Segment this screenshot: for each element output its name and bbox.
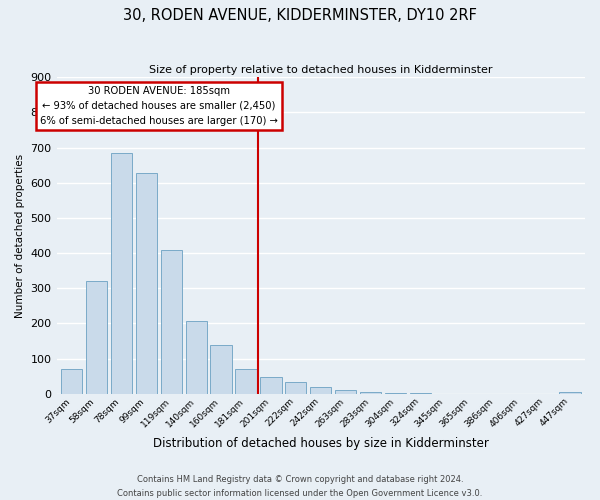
- Text: Contains HM Land Registry data © Crown copyright and database right 2024.
Contai: Contains HM Land Registry data © Crown c…: [118, 476, 482, 498]
- Bar: [235, 369, 257, 394]
- Bar: [136, 173, 157, 394]
- Text: 30, RODEN AVENUE, KIDDERMINSTER, DY10 2RF: 30, RODEN AVENUE, KIDDERMINSTER, DY10 2R…: [123, 8, 477, 22]
- Bar: [335, 390, 356, 394]
- Bar: [161, 250, 182, 394]
- Bar: [111, 153, 132, 394]
- Bar: [559, 392, 581, 394]
- Y-axis label: Number of detached properties: Number of detached properties: [15, 154, 25, 318]
- Bar: [185, 321, 207, 394]
- Bar: [61, 369, 82, 394]
- Bar: [86, 281, 107, 394]
- Bar: [260, 378, 281, 394]
- Text: 30 RODEN AVENUE: 185sqm
← 93% of detached houses are smaller (2,450)
6% of semi-: 30 RODEN AVENUE: 185sqm ← 93% of detache…: [40, 86, 278, 126]
- Bar: [285, 382, 307, 394]
- Title: Size of property relative to detached houses in Kidderminster: Size of property relative to detached ho…: [149, 65, 493, 75]
- Bar: [360, 392, 381, 394]
- X-axis label: Distribution of detached houses by size in Kidderminster: Distribution of detached houses by size …: [153, 437, 489, 450]
- Bar: [211, 344, 232, 394]
- Bar: [310, 387, 331, 394]
